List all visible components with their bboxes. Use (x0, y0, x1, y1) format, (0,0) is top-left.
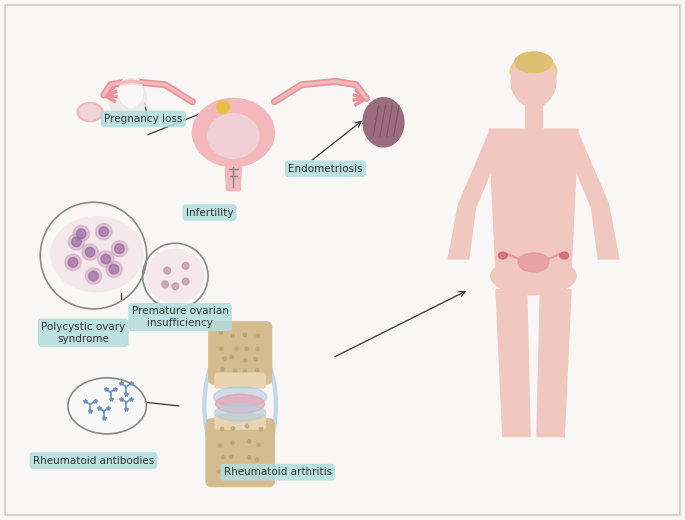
Polygon shape (496, 290, 530, 437)
Circle shape (65, 254, 82, 270)
Circle shape (234, 346, 238, 350)
Circle shape (256, 369, 259, 372)
Text: Pregnancy loss: Pregnancy loss (104, 114, 182, 124)
Circle shape (219, 330, 223, 334)
Circle shape (230, 355, 234, 358)
Circle shape (162, 281, 169, 288)
Circle shape (245, 474, 249, 478)
Circle shape (234, 369, 237, 372)
Circle shape (182, 263, 189, 269)
Circle shape (172, 283, 179, 290)
Circle shape (230, 473, 234, 476)
Circle shape (217, 470, 221, 473)
Circle shape (247, 456, 251, 459)
Text: Rheumatoid arthritis: Rheumatoid arthritis (223, 467, 332, 477)
Circle shape (223, 357, 226, 360)
Ellipse shape (208, 114, 259, 158)
Circle shape (231, 426, 234, 430)
Circle shape (245, 424, 249, 428)
Circle shape (255, 458, 258, 462)
FancyBboxPatch shape (206, 419, 274, 487)
Circle shape (97, 251, 114, 267)
Text: Polycystic ovary
syndrome: Polycystic ovary syndrome (41, 322, 125, 344)
Ellipse shape (147, 250, 204, 303)
Circle shape (114, 244, 124, 254)
Text: Endometriosis: Endometriosis (288, 164, 362, 174)
Ellipse shape (192, 98, 274, 167)
Ellipse shape (217, 101, 229, 113)
Ellipse shape (510, 56, 557, 86)
FancyBboxPatch shape (215, 373, 265, 388)
Text: Premature ovarian
insufficiency: Premature ovarian insufficiency (132, 306, 229, 328)
Circle shape (219, 444, 222, 448)
FancyBboxPatch shape (5, 5, 680, 515)
Circle shape (219, 347, 223, 350)
Polygon shape (537, 290, 571, 437)
Polygon shape (225, 165, 242, 191)
Circle shape (260, 427, 263, 431)
Circle shape (231, 441, 234, 445)
Polygon shape (489, 129, 578, 272)
Circle shape (257, 443, 260, 447)
Ellipse shape (70, 379, 145, 433)
Ellipse shape (214, 404, 266, 421)
Ellipse shape (518, 253, 549, 272)
Ellipse shape (119, 76, 143, 107)
Circle shape (254, 357, 258, 361)
Circle shape (256, 347, 260, 351)
Circle shape (221, 368, 224, 371)
Circle shape (256, 474, 259, 477)
Circle shape (256, 334, 260, 337)
Circle shape (101, 254, 110, 264)
Circle shape (73, 226, 90, 242)
FancyBboxPatch shape (525, 102, 542, 129)
Ellipse shape (77, 102, 103, 122)
Ellipse shape (491, 257, 576, 295)
Ellipse shape (499, 252, 508, 259)
Ellipse shape (216, 394, 264, 413)
Ellipse shape (511, 55, 556, 106)
FancyBboxPatch shape (209, 322, 271, 384)
Circle shape (164, 267, 171, 274)
Circle shape (182, 278, 189, 285)
Circle shape (99, 227, 108, 237)
Circle shape (243, 370, 247, 373)
Circle shape (245, 347, 248, 350)
Circle shape (77, 229, 86, 239)
Circle shape (86, 268, 101, 284)
Polygon shape (564, 133, 619, 259)
Circle shape (68, 257, 78, 267)
Circle shape (95, 224, 112, 240)
Circle shape (68, 233, 85, 250)
Circle shape (82, 244, 98, 261)
Ellipse shape (51, 217, 143, 292)
Ellipse shape (560, 252, 569, 259)
Ellipse shape (109, 77, 147, 120)
Ellipse shape (363, 98, 404, 147)
FancyBboxPatch shape (215, 414, 265, 429)
Circle shape (247, 440, 251, 443)
Circle shape (221, 427, 224, 431)
Text: Rheumatoid antibodies: Rheumatoid antibodies (33, 456, 154, 465)
Ellipse shape (511, 56, 556, 107)
Circle shape (243, 333, 247, 336)
Circle shape (111, 241, 127, 257)
Circle shape (86, 248, 95, 257)
Circle shape (105, 261, 122, 278)
Polygon shape (448, 133, 503, 259)
Circle shape (89, 271, 98, 281)
Ellipse shape (514, 52, 552, 72)
Circle shape (244, 359, 247, 362)
Circle shape (109, 265, 119, 274)
Circle shape (231, 334, 234, 337)
Text: Infertility: Infertility (186, 207, 233, 217)
Ellipse shape (214, 387, 266, 407)
Circle shape (222, 456, 225, 459)
Circle shape (229, 455, 233, 459)
Ellipse shape (80, 105, 100, 120)
Circle shape (72, 237, 82, 246)
